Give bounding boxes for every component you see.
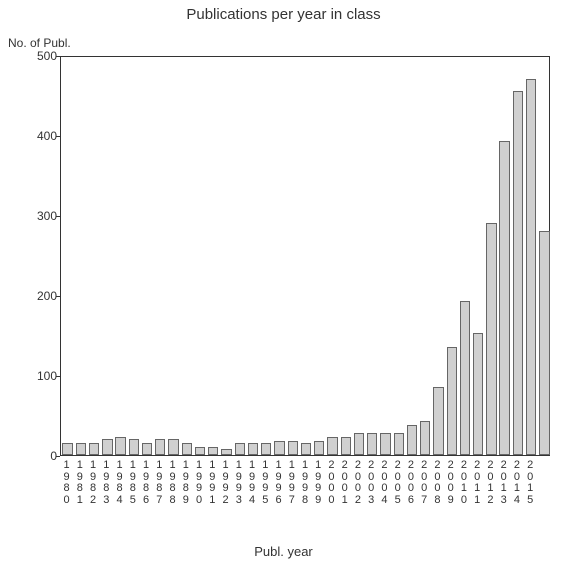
xtick-label: 1 9 8 6 <box>143 460 149 506</box>
bar <box>433 387 443 455</box>
xtick-label: 1 9 9 3 <box>236 460 242 506</box>
bar <box>274 441 284 455</box>
ytick-label: 300 <box>17 209 57 223</box>
bar <box>301 443 311 455</box>
bar <box>129 439 139 455</box>
xtick-label: 2 0 0 1 <box>342 460 348 506</box>
bar <box>115 437 125 455</box>
bar <box>354 433 364 455</box>
bar <box>499 141 509 455</box>
xtick-label: 2 0 1 3 <box>501 460 507 506</box>
x-axis-ticks: 1 9 8 0 1 9 8 1 1 9 8 2 1 9 8 3 1 9 8 4 1 9 8… <box>60 460 550 530</box>
xtick-label: 1 9 9 9 <box>315 460 321 506</box>
bar <box>89 443 99 455</box>
bar <box>195 447 205 455</box>
ytick-label: 0 <box>17 449 57 463</box>
ytick-label: 100 <box>17 369 57 383</box>
x-axis-label: Publ. year <box>0 544 567 559</box>
bar <box>447 347 457 455</box>
bar <box>367 433 377 455</box>
bar <box>420 421 430 455</box>
xtick-label: 1 9 9 6 <box>275 460 281 506</box>
bar <box>221 449 231 455</box>
chart-container: Publications per year in class No. of Pu… <box>0 0 567 567</box>
xtick-label: 2 0 0 7 <box>421 460 427 506</box>
bar <box>261 443 271 455</box>
ytick-label: 200 <box>17 289 57 303</box>
bar <box>142 443 152 455</box>
bar <box>155 439 165 455</box>
bar <box>407 425 417 455</box>
xtick-label: 2 0 0 5 <box>395 460 401 506</box>
bar <box>62 443 72 455</box>
xtick-label: 2 0 1 4 <box>514 460 520 506</box>
xtick-label: 1 9 8 7 <box>156 460 162 506</box>
xtick-label: 2 0 0 6 <box>408 460 414 506</box>
xtick-label: 1 9 8 9 <box>183 460 189 506</box>
xtick-label: 2 0 0 2 <box>355 460 361 506</box>
xtick-label: 1 9 9 2 <box>222 460 228 506</box>
xtick-label: 2 0 0 0 <box>328 460 334 506</box>
xtick-label: 1 9 8 5 <box>130 460 136 506</box>
plot-area <box>60 56 550 456</box>
xtick-label: 1 9 9 7 <box>289 460 295 506</box>
bar <box>526 79 536 455</box>
bar <box>394 433 404 455</box>
bar <box>486 223 496 455</box>
xtick-label: 1 9 9 4 <box>249 460 255 506</box>
bar <box>102 439 112 455</box>
chart-title: Publications per year in class <box>0 6 567 23</box>
xtick-label: 1 9 8 1 <box>77 460 83 506</box>
bar <box>380 433 390 455</box>
xtick-label: 2 0 0 9 <box>448 460 454 506</box>
bar <box>208 447 218 455</box>
xtick-label: 2 0 1 0 <box>461 460 467 506</box>
xtick-label: 1 9 9 8 <box>302 460 308 506</box>
bar <box>248 443 258 455</box>
xtick-label: 1 9 8 0 <box>64 460 70 506</box>
bar <box>235 443 245 455</box>
xtick-label: 2 0 1 1 <box>474 460 480 506</box>
bar <box>341 437 351 455</box>
bar <box>76 443 86 455</box>
bar <box>460 301 470 455</box>
xtick-label: 2 0 1 5 <box>527 460 533 506</box>
xtick-label: 1 9 9 5 <box>262 460 268 506</box>
bar <box>314 441 324 455</box>
bar <box>288 441 298 455</box>
xtick-label: 2 0 1 2 <box>487 460 493 506</box>
bar <box>473 333 483 455</box>
y-axis-label: No. of Publ. <box>8 36 71 50</box>
bar <box>327 437 337 455</box>
bar <box>182 443 192 455</box>
ytick-label: 500 <box>17 49 57 63</box>
xtick-label: 1 9 8 4 <box>117 460 123 506</box>
xtick-label: 1 9 9 0 <box>196 460 202 506</box>
xtick-label: 2 0 0 3 <box>368 460 374 506</box>
bar <box>168 439 178 455</box>
bar <box>539 231 549 455</box>
xtick-label: 1 9 8 2 <box>90 460 96 506</box>
bar <box>513 91 523 455</box>
xtick-label: 1 9 8 3 <box>103 460 109 506</box>
bars-group <box>61 57 549 455</box>
xtick-label: 2 0 0 4 <box>381 460 387 506</box>
ytick-mark <box>56 456 60 457</box>
xtick-label: 1 9 8 8 <box>170 460 176 506</box>
ytick-label: 400 <box>17 129 57 143</box>
xtick-label: 1 9 9 1 <box>209 460 215 506</box>
xtick-label: 2 0 0 8 <box>434 460 440 506</box>
